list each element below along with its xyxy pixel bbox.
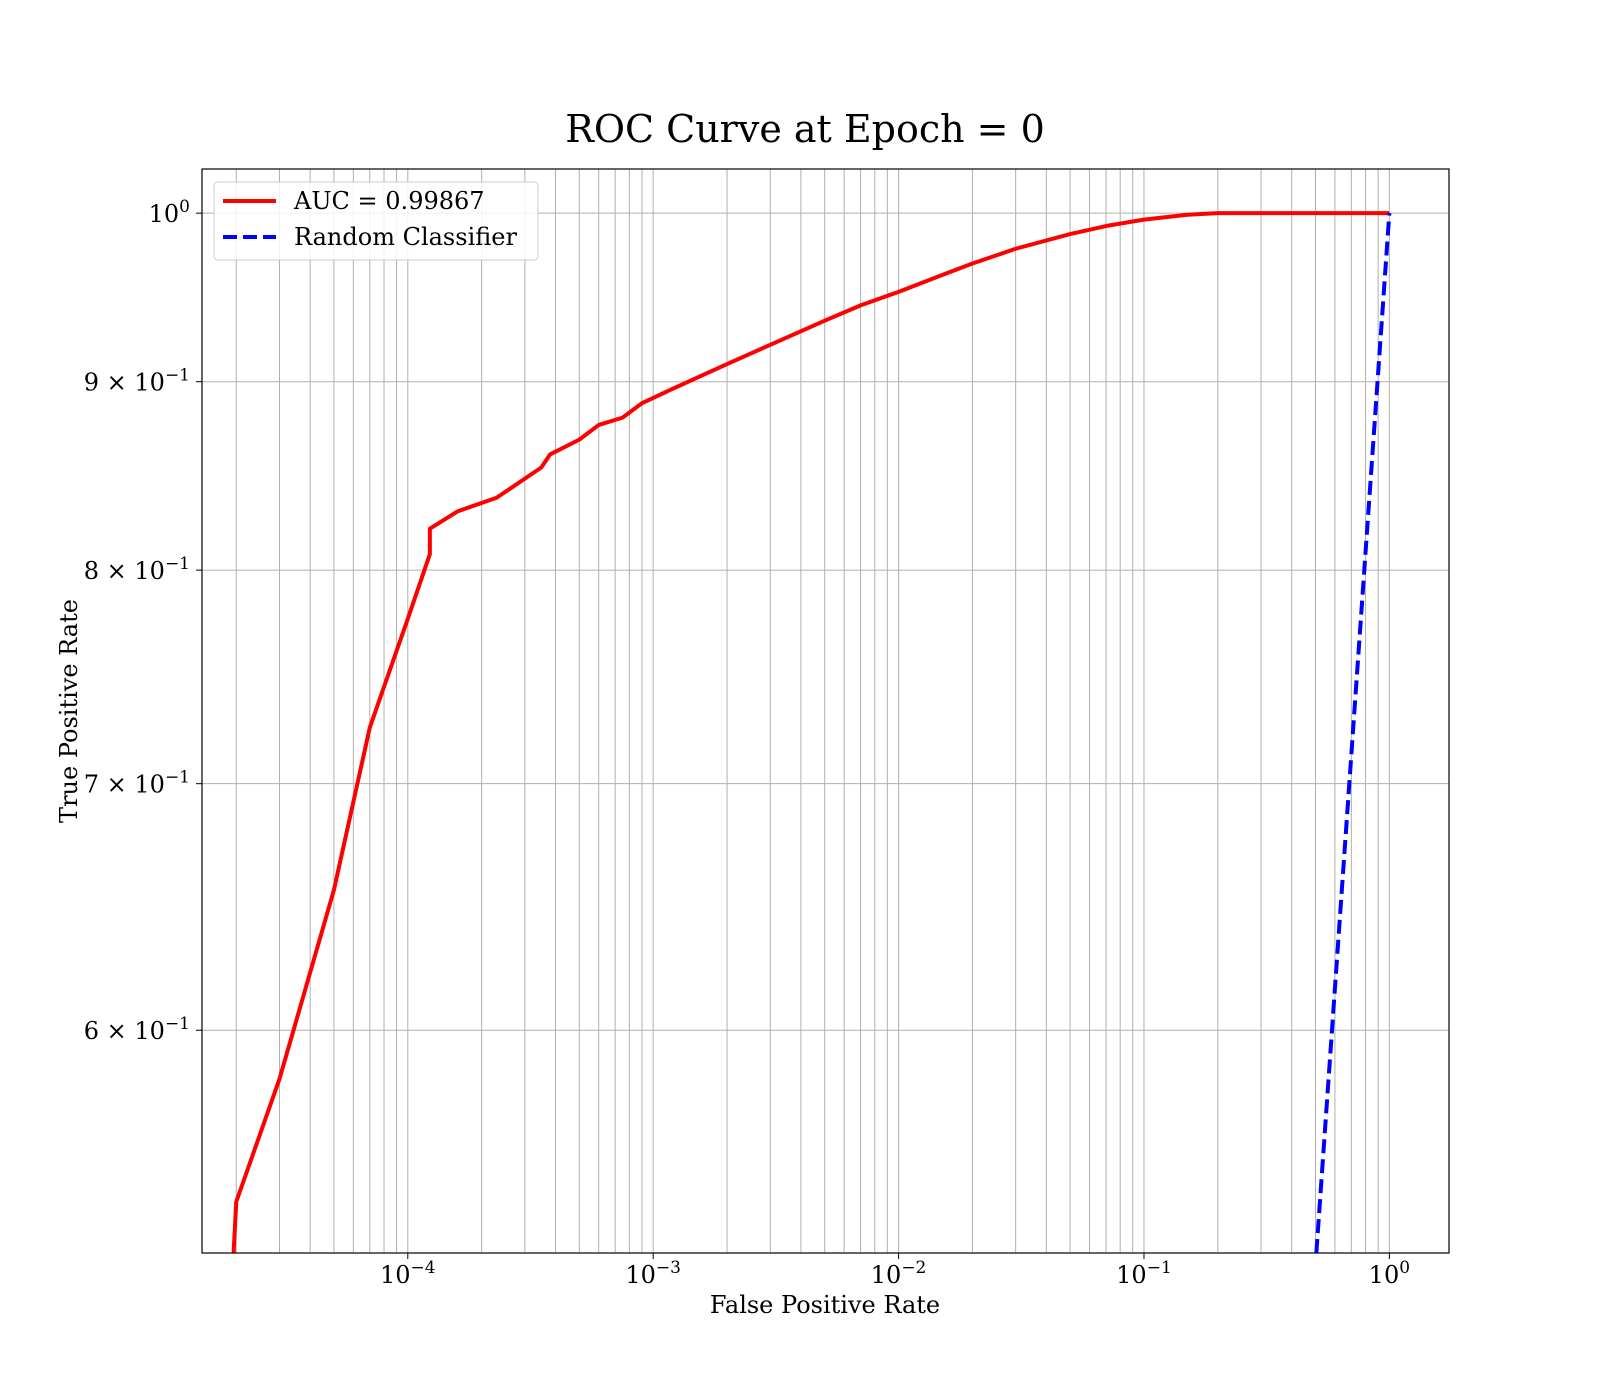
x-tick-label: 10−3 bbox=[625, 1258, 681, 1289]
y-tick-label: 100 bbox=[149, 197, 190, 228]
x-tick-label: 100 bbox=[1369, 1258, 1410, 1289]
legend-label-random: Random Classifier bbox=[294, 223, 517, 251]
y-axis-label: True Positive Rate bbox=[55, 599, 83, 823]
chart-title: ROC Curve at Epoch = 0 bbox=[565, 107, 1045, 151]
x-tick-label: 10−1 bbox=[1116, 1258, 1172, 1289]
roc-curve-line bbox=[231, 211, 1390, 1254]
y-tick-label: 8 × 10−1 bbox=[84, 554, 190, 585]
legend-box bbox=[213, 181, 539, 261]
y-tick-label: 9 × 10−1 bbox=[84, 366, 190, 397]
plot-frame bbox=[201, 168, 1450, 1254]
x-tick-label: 10−4 bbox=[380, 1258, 436, 1289]
legend: AUC = 0.99867 Random Classifier bbox=[213, 181, 539, 261]
x-axis-label: False Positive Rate bbox=[710, 1291, 940, 1319]
legend-label-auc: AUC = 0.99867 bbox=[293, 187, 485, 215]
x-tick-label: 10−2 bbox=[871, 1258, 927, 1289]
y-tick-label: 6 × 10−1 bbox=[84, 1014, 190, 1045]
grid bbox=[202, 169, 1449, 1253]
y-tick-label: 7 × 10−1 bbox=[84, 768, 190, 799]
series-group bbox=[231, 211, 1392, 1254]
ticks: 10−4 10−3 10−2 10−1 100 6 × 10−1 7 × 10−1 8 × 1… bbox=[84, 197, 1410, 1289]
random-classifier-line bbox=[1314, 213, 1392, 1254]
